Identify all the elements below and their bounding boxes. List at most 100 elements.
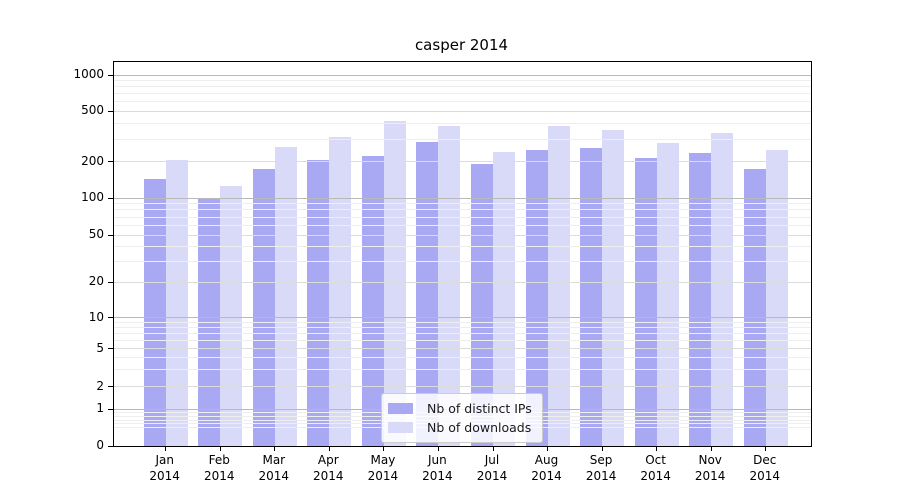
y-tick-label: 1 [96, 401, 104, 415]
bar-distinct-ips-nov [689, 153, 712, 446]
legend-swatch-downloads [388, 422, 413, 433]
y-tick [108, 348, 113, 349]
gridline [114, 357, 811, 359]
legend-label: Nb of distinct IPs [427, 401, 532, 416]
y-tick [108, 386, 113, 387]
x-tick-label: Nov 2014 [694, 453, 726, 483]
y-tick [108, 234, 113, 236]
x-tick [656, 446, 658, 451]
gridline [114, 281, 811, 283]
y-tick-label: 100 [81, 190, 104, 204]
bar-downloads-nov [711, 133, 734, 446]
y-tick [108, 110, 113, 112]
bar-distinct-ips-aug [525, 149, 548, 446]
gridline [114, 333, 811, 334]
x-tick-label: Mar 2014 [258, 453, 290, 483]
gridline [114, 122, 811, 124]
bar-distinct-ips-apr [307, 160, 330, 446]
gridline [114, 93, 811, 95]
x-tick-label: Jan 2014 [149, 453, 180, 483]
gridline [114, 138, 811, 140]
x-tick [710, 446, 712, 451]
gridline [114, 161, 811, 163]
x-tick-label: Jul 2014 [476, 453, 508, 483]
y-tick-label: 10 [88, 309, 104, 324]
gridline [114, 216, 811, 218]
legend-row: Nb of distinct IPs [388, 399, 532, 418]
bar-downloads-aug [547, 125, 570, 446]
y-tick-label: 0 [96, 438, 104, 452]
y-tick [108, 317, 113, 318]
legend: Nb of distinct IPs Nb of downloads [381, 393, 543, 443]
bar-downloads-apr [329, 137, 352, 446]
x-tick [165, 446, 167, 451]
gridline [114, 86, 811, 88]
gridline [114, 369, 811, 371]
x-tick [492, 446, 494, 451]
gridline [114, 348, 811, 349]
gridline [114, 209, 811, 211]
x-tick-label: May 2014 [367, 453, 399, 483]
legend-row: Nb of downloads [388, 418, 532, 437]
y-tick [108, 408, 113, 410]
y-tick-label: 200 [81, 153, 104, 168]
bar-distinct-ips-dec [743, 169, 766, 446]
chart-title: casper 2014 [414, 36, 509, 54]
y-tick [108, 161, 113, 163]
y-tick-label: 50 [88, 227, 104, 241]
x-tick [328, 446, 330, 451]
bar-distinct-ips-sep [580, 148, 603, 446]
bar-distinct-ips-oct [634, 157, 657, 446]
bar-downloads-may [383, 120, 406, 446]
bar-distinct-ips-mar [252, 169, 275, 446]
x-tick [601, 446, 603, 451]
y-tick-label: 1000 [73, 67, 104, 82]
x-tick [274, 446, 276, 451]
y-tick-label: 5 [96, 340, 104, 355]
legend-swatch-distinct-ips [388, 403, 413, 414]
x-tick-label: Apr 2014 [313, 453, 344, 483]
plot-area: Nb of distinct IPs Nb of downloads [108, 61, 812, 451]
x-tick-label: Jun 2014 [422, 453, 453, 483]
x-tick [547, 446, 548, 451]
bar-distinct-ips-jan [143, 179, 166, 446]
gridline [114, 224, 811, 226]
y-tick-label: 20 [88, 274, 104, 288]
y-tick-label: 500 [81, 103, 104, 117]
y-tick [108, 281, 113, 283]
x-tick [765, 446, 767, 451]
y-tick-label: 2 [96, 378, 104, 393]
bar-downloads-oct [656, 143, 679, 446]
gridline [114, 386, 811, 387]
gridline [114, 110, 811, 112]
gridline [114, 197, 811, 199]
bar-downloads-jan [165, 160, 188, 446]
bar-downloads-jun [438, 125, 461, 446]
bar-downloads-feb [220, 185, 243, 446]
x-tick-label: Aug 2014 [531, 453, 562, 483]
x-tick [219, 446, 221, 451]
x-tick-label: Oct 2014 [640, 453, 671, 483]
bar-distinct-ips-jul [471, 163, 493, 446]
y-tick [108, 445, 113, 447]
bar-downloads-sep [602, 129, 625, 446]
y-tick [108, 74, 113, 76]
gridline [114, 260, 811, 262]
gridline [114, 317, 811, 318]
gridline [114, 203, 811, 205]
gridline [114, 327, 811, 328]
bar-downloads-mar [274, 147, 297, 446]
legend-label: Nb of downloads [427, 420, 532, 435]
gridline [114, 339, 811, 341]
bar-downloads-dec [765, 150, 788, 446]
x-tick [383, 446, 385, 451]
gridline [114, 74, 811, 76]
x-tick-label: Feb 2014 [204, 453, 235, 483]
gridline [114, 234, 811, 236]
gridline [114, 245, 811, 247]
gridline [114, 80, 811, 82]
bar-distinct-ips-may [361, 155, 384, 446]
x-tick-label: Sep 2014 [585, 453, 617, 483]
x-tick-label: Dec 2014 [749, 453, 781, 483]
